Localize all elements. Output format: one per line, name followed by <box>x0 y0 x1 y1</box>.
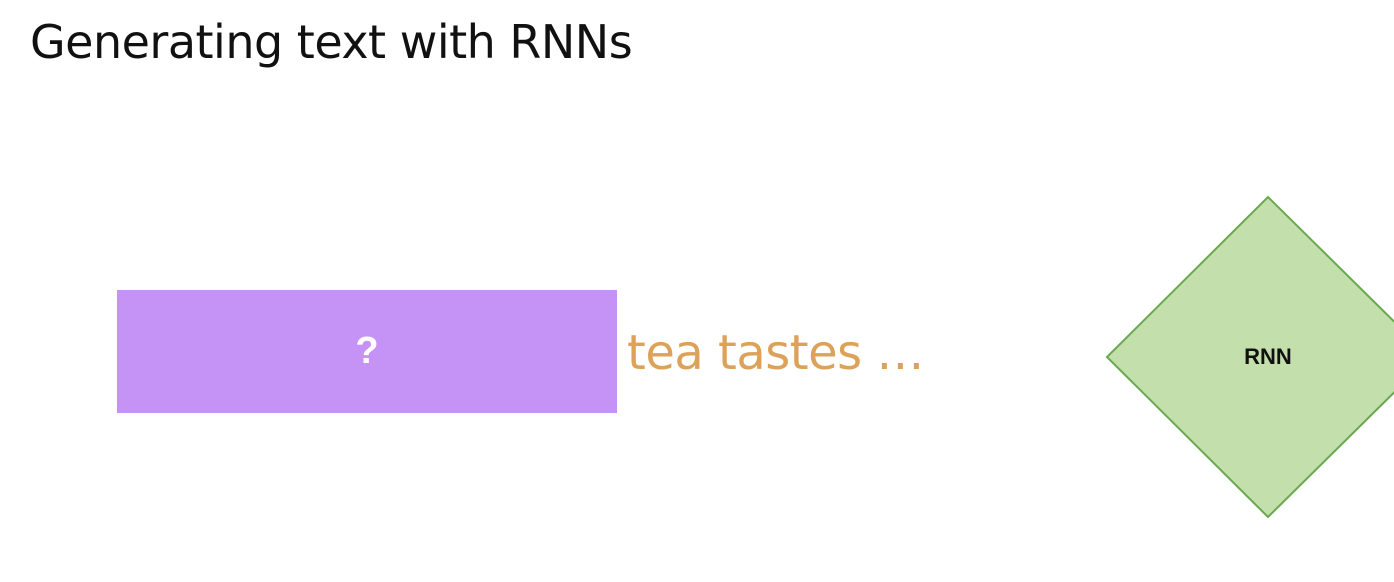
question-mark: ? <box>355 330 379 372</box>
slide-title: Generating text with RNNs <box>30 15 633 69</box>
rnn-diagram <box>1105 195 1394 519</box>
rnn-label: RNN <box>1244 344 1292 369</box>
continuation-text: tea tastes … <box>627 325 924 381</box>
rnn-diamond <box>1105 195 1394 519</box>
unknown-word-box: ? <box>117 290 617 413</box>
